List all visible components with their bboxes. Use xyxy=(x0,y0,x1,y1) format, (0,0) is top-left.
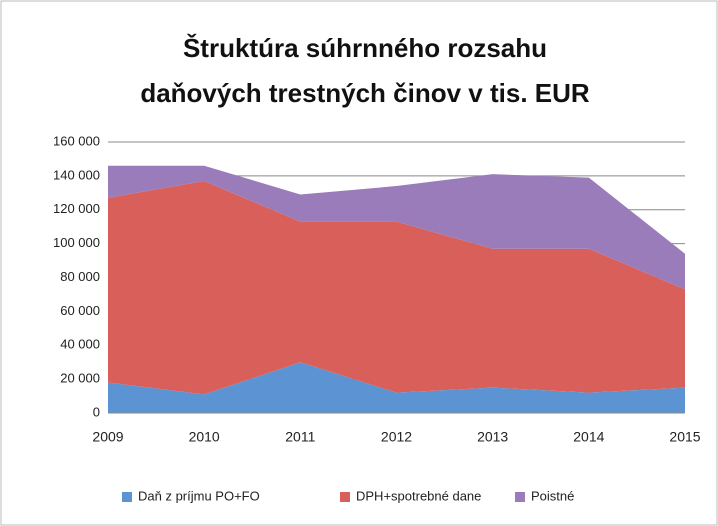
x-tick-label: 2010 xyxy=(189,429,220,445)
x-tick-label: 2011 xyxy=(285,429,315,445)
y-tick-label: 80 000 xyxy=(60,269,100,284)
y-tick-label: 40 000 xyxy=(60,337,100,352)
x-tick-label: 2015 xyxy=(669,429,700,445)
chart-title: Štruktúra súhrnného rozsahu xyxy=(183,33,547,63)
area xyxy=(108,165,685,290)
chart-title: daňových trestných činov v tis. EUR xyxy=(140,78,590,108)
x-tick-label: 2012 xyxy=(381,429,412,445)
x-tick-label: 2014 xyxy=(573,429,604,445)
legend-swatch xyxy=(122,492,132,502)
y-tick-label: 20 000 xyxy=(60,371,100,386)
y-tick-label: 160 000 xyxy=(53,133,100,148)
legend-label: Daň z príjmu PO+FO xyxy=(138,488,260,503)
y-tick-label: 120 000 xyxy=(53,201,100,216)
area xyxy=(108,362,685,413)
x-tick-label: 2009 xyxy=(92,429,123,445)
legend-label: Poistné xyxy=(531,488,574,503)
area xyxy=(108,180,685,395)
x-tick-label: 2013 xyxy=(477,429,508,445)
y-tick-label: 140 000 xyxy=(53,167,100,182)
legend-swatch xyxy=(340,492,350,502)
legend-label: DPH+spotrebné dane xyxy=(356,488,481,503)
y-tick-label: 0 xyxy=(93,404,100,419)
legend-swatch xyxy=(515,492,525,502)
y-tick-label: 100 000 xyxy=(53,235,100,250)
y-tick-label: 60 000 xyxy=(60,303,100,318)
